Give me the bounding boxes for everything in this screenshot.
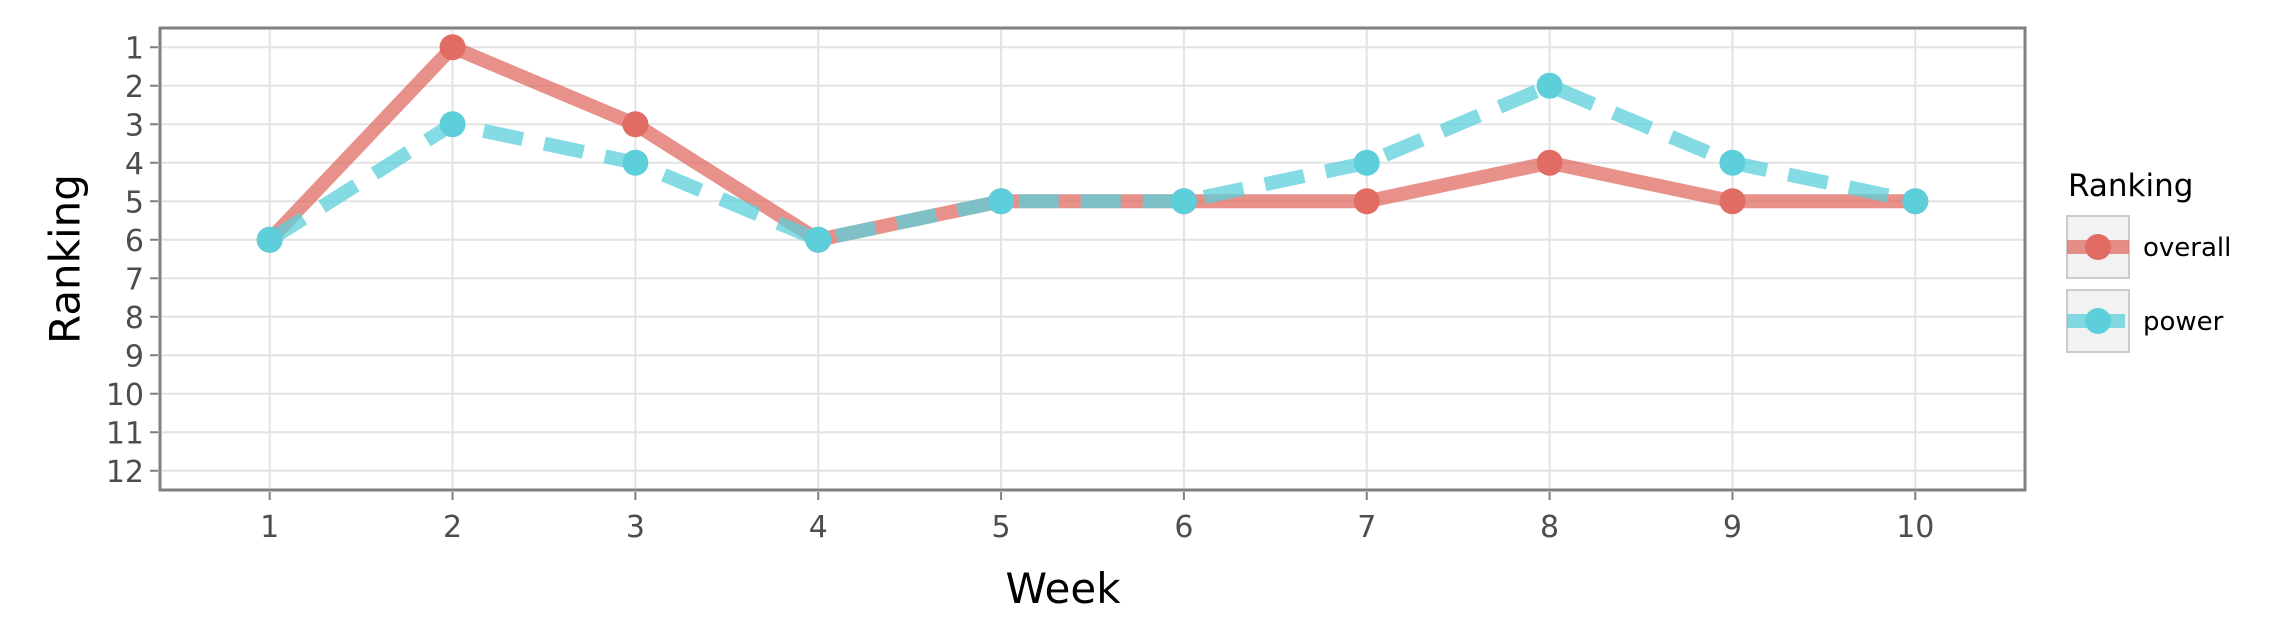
point-power: [622, 149, 649, 176]
point-overall: [1536, 149, 1563, 176]
x-tick-label: 6: [1174, 510, 1193, 545]
x-tick-label: 1: [260, 510, 279, 545]
point-overall: [1353, 188, 1380, 215]
y-gridlines: [162, 46, 2023, 472]
point-power: [1170, 188, 1197, 215]
y-tick-label: 3: [125, 108, 144, 143]
legend-label-power: power: [2143, 307, 2224, 337]
x-tick-label: 4: [809, 510, 828, 545]
x-tick-label: 10: [1896, 510, 1934, 545]
point-overall: [622, 111, 649, 138]
point-power: [988, 188, 1015, 215]
y-tick-label: 6: [125, 224, 144, 259]
y-tick-label: 2: [125, 70, 144, 105]
x-axis-ticks: 1 2 3 4 5 6 7 8 9 10: [260, 492, 1934, 545]
point-power: [1719, 149, 1746, 176]
x-gridlines: [268, 30, 1917, 488]
y-tick-label: 11: [106, 416, 144, 451]
x-tick-label: 5: [992, 510, 1011, 545]
y-tick-label: 9: [125, 339, 144, 374]
point-overall: [1719, 188, 1746, 215]
x-tick-label: 3: [626, 510, 645, 545]
series-points: [256, 34, 1929, 253]
x-tick-label: 9: [1723, 510, 1742, 545]
series-line-power: [265, 78, 1917, 247]
y-tick-label: 5: [125, 185, 144, 220]
point-power: [256, 226, 283, 253]
legend-marker-overall: [2085, 234, 2111, 260]
point-power: [439, 111, 466, 138]
series-lines: [264, 40, 1917, 247]
legend-label-overall: overall: [2143, 233, 2231, 263]
point-power: [1902, 188, 1929, 215]
x-axis-title: Week: [1005, 564, 1121, 613]
y-tick-label: 7: [125, 262, 144, 297]
point-power: [805, 226, 832, 253]
legend: Ranking overall power: [2066, 168, 2231, 353]
legend-title: Ranking: [2068, 168, 2193, 204]
x-tick-label: 8: [1540, 510, 1559, 545]
plot-panel: [158, 26, 2027, 492]
x-tick-label: 2: [443, 510, 462, 545]
point-power: [1536, 72, 1563, 99]
y-tick-label: 8: [125, 301, 144, 336]
x-tick-label: 7: [1357, 510, 1376, 545]
y-axis-title: Ranking: [41, 174, 90, 344]
legend-marker-power: [2085, 308, 2111, 334]
y-tick-label: 10: [106, 378, 144, 413]
y-tick-label: 4: [125, 147, 144, 182]
point-power: [1353, 149, 1380, 176]
y-tick-label: 12: [106, 455, 144, 490]
point-overall: [439, 34, 466, 61]
y-tick-label: 1: [125, 31, 144, 66]
